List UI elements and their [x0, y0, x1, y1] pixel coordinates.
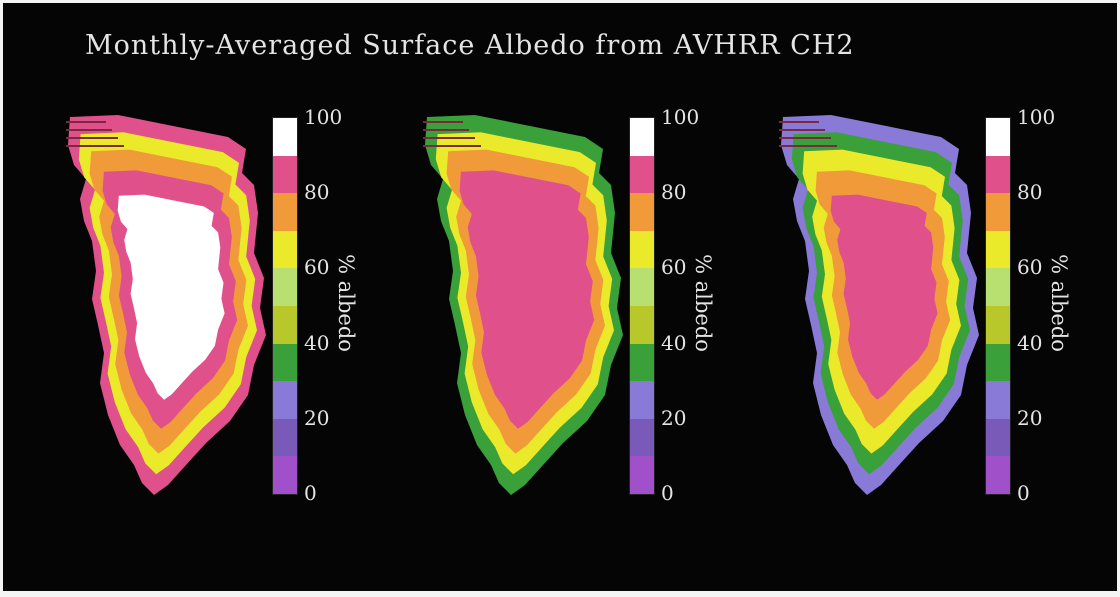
greenland-map [66, 115, 266, 495]
albedo-zone [117, 194, 225, 400]
colorbar-swatch [986, 418, 1010, 457]
colorbar-swatch [273, 418, 297, 457]
colorbar-tick-label: 20 [1017, 405, 1043, 430]
colorbar-swatch [273, 343, 297, 382]
colorbar-tick-label: 60 [304, 255, 330, 280]
colorbar-tick-label: 100 [661, 105, 700, 129]
map-panel-3: 100 80 60 40 20 0 % albedo [771, 103, 1111, 505]
colorbar-tick-label: 100 [1017, 105, 1056, 129]
map-panel-1: 100 80 60 40 20 0 % albedo [58, 103, 398, 505]
colorbar-swatch [630, 118, 654, 156]
colorbar-swatch [630, 456, 654, 494]
colorbar-swatch [273, 456, 297, 494]
colorbar-swatch [273, 381, 297, 419]
scan-line [423, 145, 481, 147]
colorbar-tick-label: 100 [304, 105, 343, 129]
colorbar-tick-label: 40 [661, 330, 687, 355]
colorbar-swatch [630, 230, 654, 269]
colorbar-swatch [273, 268, 297, 306]
colorbar-label: % albedo [691, 254, 715, 352]
albedo-zone [474, 194, 582, 400]
scan-line [423, 129, 469, 131]
colorbar-tick-label: 0 [1017, 481, 1030, 505]
figure-title: Monthly-Averaged Surface Albedo from AVH… [85, 30, 855, 61]
colorbar-swatch [273, 118, 297, 156]
colorbar-tick-label: 20 [304, 405, 330, 430]
colorbar-tick-label: 40 [304, 330, 330, 355]
colorbar-label: % albedo [1047, 254, 1071, 352]
colorbar-swatch [986, 155, 1010, 194]
scan-line [66, 121, 106, 123]
colorbar-tick-label: 0 [304, 481, 317, 505]
scan-line [779, 129, 825, 131]
albedo-zone [830, 194, 938, 400]
colorbar-swatch [273, 305, 297, 344]
scan-line [779, 137, 831, 139]
colorbar-swatch [630, 155, 654, 194]
scan-line [423, 137, 475, 139]
colorbar [272, 117, 298, 495]
map-panel-2: 100 80 60 40 20 0 % albedo [415, 103, 755, 505]
scan-line [66, 129, 112, 131]
figure-frame: Monthly-Averaged Surface Albedo from AVH… [3, 3, 1117, 591]
colorbar-tick-label: 40 [1017, 330, 1043, 355]
colorbar [985, 117, 1011, 495]
colorbar-swatch [630, 381, 654, 419]
colorbar-swatch [630, 268, 654, 306]
colorbar-swatch [986, 230, 1010, 269]
colorbar-label: % albedo [334, 254, 358, 352]
colorbar-swatch [273, 193, 297, 231]
colorbar-tick-label: 80 [1017, 180, 1043, 205]
colorbar-swatch [630, 343, 654, 382]
colorbar-tick-label: 80 [661, 180, 687, 205]
colorbar-swatch [986, 381, 1010, 419]
colorbar-tick-label: 80 [304, 180, 330, 205]
colorbar-swatch [630, 418, 654, 457]
colorbar-swatch [630, 193, 654, 231]
scan-line [423, 121, 463, 123]
colorbar-swatch [986, 118, 1010, 156]
colorbar-swatch [986, 305, 1010, 344]
colorbar-swatch [986, 268, 1010, 306]
colorbar-swatch [986, 456, 1010, 494]
colorbar-tick-label: 60 [661, 255, 687, 280]
greenland-map [779, 115, 979, 495]
colorbar [629, 117, 655, 495]
colorbar-swatch [986, 193, 1010, 231]
scan-line [66, 145, 124, 147]
colorbar-tick-label: 0 [661, 481, 674, 505]
colorbar-swatch [986, 343, 1010, 382]
scan-line [779, 121, 819, 123]
scan-line [66, 137, 118, 139]
greenland-map [423, 115, 623, 495]
scan-line [779, 145, 837, 147]
colorbar-tick-label: 60 [1017, 255, 1043, 280]
colorbar-swatch [630, 305, 654, 344]
colorbar-swatch [273, 155, 297, 194]
colorbar-tick-label: 20 [661, 405, 687, 430]
colorbar-swatch [273, 230, 297, 269]
